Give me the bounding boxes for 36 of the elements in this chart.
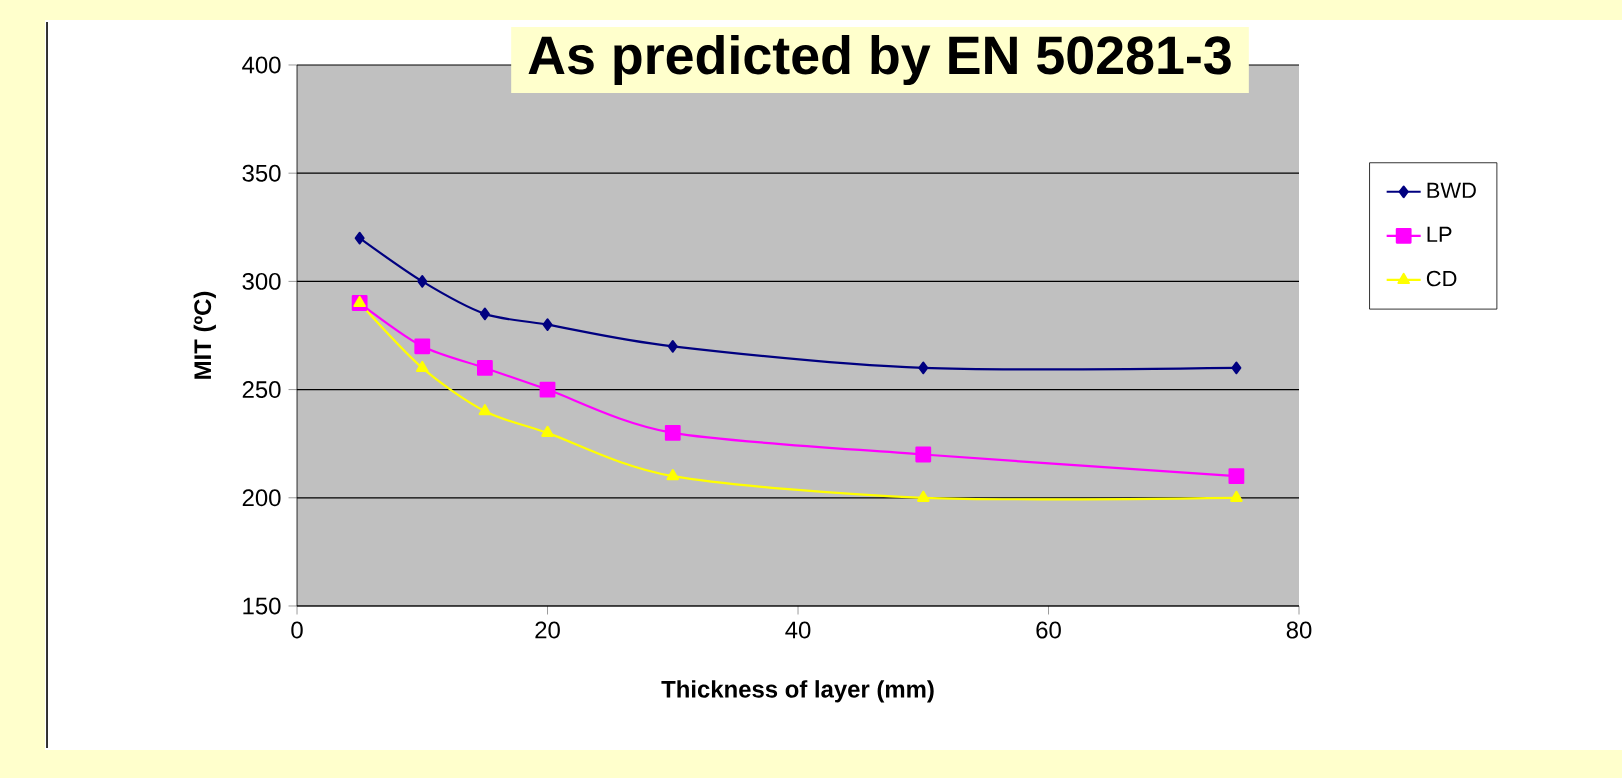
y-tick-label: 150 (243, 597, 281, 615)
y-tick-label: 300 (242, 272, 281, 290)
y-tick-label: 400 (242, 56, 281, 74)
point (414, 338, 431, 355)
point (541, 425, 554, 437)
chart-title: As predicted by EN 50281-3 (528, 34, 1231, 86)
point (1231, 361, 1242, 375)
x-tick-label: 80 (1286, 621, 1312, 639)
y-tick-label: 250 (242, 381, 281, 399)
point (1228, 468, 1245, 485)
x-tick-label: 0 (291, 621, 303, 639)
point (918, 361, 929, 375)
x-tick-label: 20 (535, 621, 560, 639)
point (542, 318, 553, 331)
legend-label: BWD (1427, 182, 1476, 198)
point (916, 490, 930, 502)
x-axis-title: Thickness of layer (mm) (661, 680, 934, 703)
point (539, 381, 556, 398)
legend-label: LP (1427, 226, 1452, 242)
point (417, 275, 428, 288)
point (354, 231, 365, 245)
y-axis-title: MIT (ºC) (193, 291, 216, 379)
y-tick-label: 350 (242, 164, 281, 182)
point (915, 446, 932, 463)
point (666, 469, 680, 481)
y-tick-label: 200 (242, 489, 281, 507)
point (667, 340, 678, 353)
point (415, 360, 429, 373)
legend-label: CD (1426, 270, 1457, 287)
point (479, 307, 490, 321)
point (1230, 490, 1243, 502)
point (664, 424, 681, 441)
point (477, 360, 493, 376)
x-tick-label: 60 (1036, 621, 1061, 639)
point (478, 404, 492, 416)
x-tick-label: 40 (785, 621, 811, 639)
